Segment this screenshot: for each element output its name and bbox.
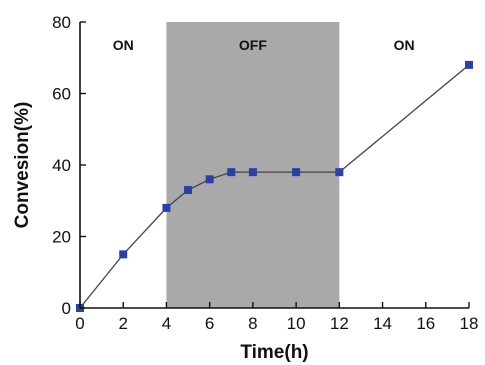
y-axis-title: Convesion(%): [12, 102, 33, 229]
x-tick-label: 14: [373, 314, 392, 333]
region-label-1: OFF: [239, 37, 267, 53]
y-tick-label: 40: [52, 156, 71, 175]
region-label-0: ON: [113, 37, 134, 53]
x-tick-label: 4: [162, 314, 171, 333]
x-tick-label: 2: [118, 314, 127, 333]
x-tick-label: 10: [287, 314, 306, 333]
y-tick-label: 80: [52, 13, 71, 32]
regions-layer: ON OFF ON: [113, 22, 415, 308]
data-point: [184, 186, 193, 195]
data-point: [162, 203, 171, 212]
x-tick-label: 12: [330, 314, 349, 333]
y-tick-label: 0: [62, 299, 71, 318]
x-axis-title: Time(h): [240, 342, 308, 363]
x-tick-label: 8: [248, 314, 257, 333]
off-region-shading: [166, 22, 340, 308]
series-line: [79, 64, 470, 309]
x-tick-label: 16: [416, 314, 435, 333]
axes-layer: 0 2 4 6 8 10 12 14 16 18 0 20 40 60 80: [52, 13, 478, 333]
data-point: [227, 168, 236, 177]
y-tick-label: 20: [52, 228, 71, 247]
region-label-2: ON: [394, 37, 415, 53]
x-tick-label: 18: [460, 314, 479, 333]
data-point: [465, 60, 473, 69]
data-point: [205, 175, 214, 184]
data-point: [119, 250, 128, 259]
data-point: [292, 168, 301, 177]
data-point: [335, 168, 344, 177]
y-tick-label: 60: [52, 85, 71, 104]
x-tick-label: 6: [205, 314, 214, 333]
x-tick-label: 0: [75, 314, 84, 333]
data-point: [248, 168, 257, 177]
